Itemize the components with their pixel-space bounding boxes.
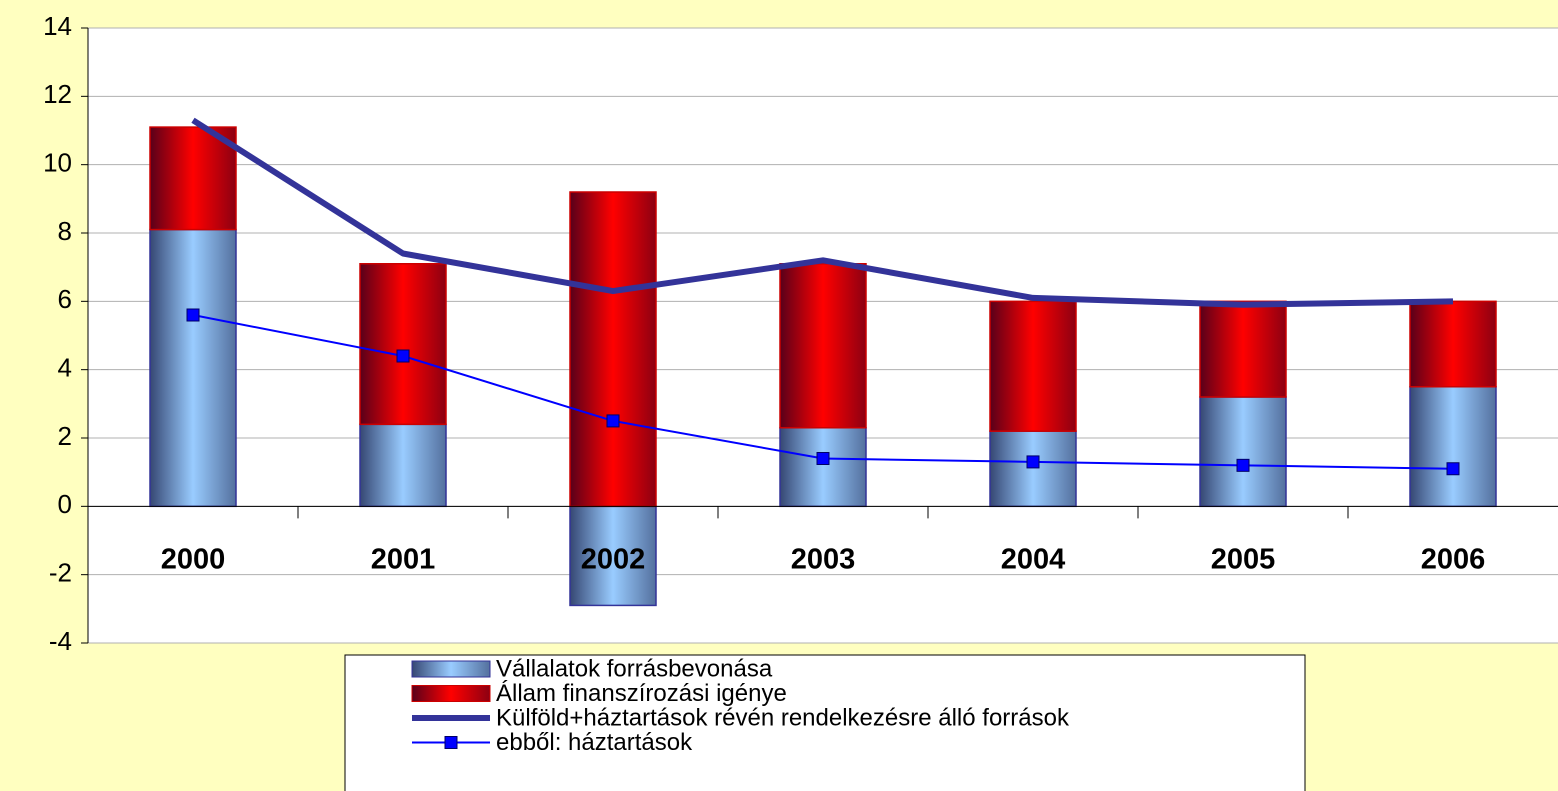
y-tick-label: 14	[43, 11, 72, 41]
marker	[606, 414, 620, 428]
bar	[1409, 300, 1497, 388]
marker	[1446, 462, 1460, 476]
legend-label: Vállalatok forrásbevonása	[496, 655, 773, 682]
y-tick-label: 8	[58, 216, 72, 246]
bar	[1199, 396, 1287, 508]
bar	[569, 505, 657, 607]
bar	[359, 423, 447, 508]
x-tick-label: 2006	[1421, 544, 1486, 576]
legend-label: ebből: háztartások	[496, 729, 693, 756]
y-tick-label: 10	[43, 148, 72, 178]
y-tick-label: 6	[58, 284, 72, 314]
y-tick-label: 4	[58, 353, 72, 383]
line	[191, 117, 1454, 308]
y-tick-label: -4	[49, 626, 72, 656]
bar	[149, 228, 237, 508]
x-tick-label: 2002	[581, 544, 646, 576]
legend-swatch	[411, 660, 491, 678]
y-tick-label: -2	[49, 558, 72, 588]
legend-label: Külföld+háztartások révén rendelkezésre …	[496, 704, 1070, 731]
bar	[569, 191, 657, 508]
y-tick-label: 2	[58, 421, 72, 451]
marker	[1026, 455, 1040, 469]
bar	[779, 427, 867, 508]
bar	[779, 263, 867, 429]
legend-swatch	[411, 685, 491, 702]
x-tick-label: 2005	[1211, 544, 1276, 576]
y-tick-label: 0	[58, 489, 72, 519]
bar	[989, 300, 1077, 432]
bar	[1409, 386, 1497, 508]
marker	[396, 349, 410, 363]
x-tick-label: 2003	[791, 544, 856, 576]
bar	[1199, 300, 1287, 398]
x-tick-label: 2000	[161, 544, 226, 576]
marker	[1236, 458, 1250, 472]
bar	[989, 430, 1077, 508]
bar	[149, 126, 237, 231]
legend-label: Állam finanszírozási igénye	[496, 680, 787, 707]
x-tick-label: 2004	[1001, 544, 1066, 576]
legend-marker	[444, 736, 458, 749]
legend-box	[344, 654, 1306, 791]
marker	[186, 308, 200, 322]
marker	[816, 452, 830, 465]
y-tick-label: 12	[43, 79, 72, 109]
bar	[359, 263, 447, 426]
x-tick-label: 2001	[371, 544, 436, 576]
